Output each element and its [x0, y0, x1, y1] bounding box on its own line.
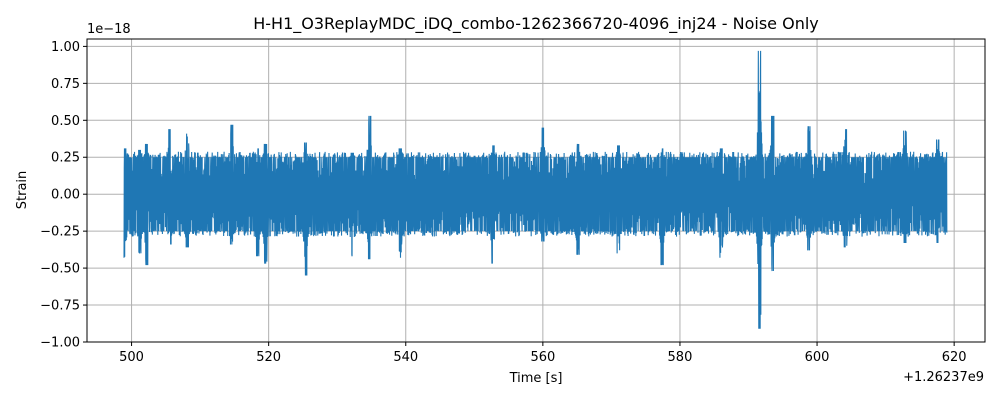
y-tick-label: −1.00: [40, 336, 80, 351]
y-tick-label: −0.75: [40, 299, 80, 314]
data-layer: [123, 50, 948, 329]
y-tick-label: −0.50: [40, 262, 80, 277]
y-tick-label: 0.50: [51, 114, 80, 129]
x-tick-label: 540: [393, 350, 418, 365]
strain-series-line: [123, 50, 948, 329]
y-tick-label: −0.25: [40, 225, 80, 240]
y-tick-label: 0.25: [51, 151, 80, 166]
x-tick-label: 600: [805, 350, 830, 365]
y-axis-ticks: −1.00 −0.75 −0.50 −0.25 0.00 0.25 0.50 0.75 1.00: [40, 40, 87, 351]
x-tick-label: 560: [530, 350, 555, 365]
y-tick-label: 0.00: [51, 188, 80, 203]
chart-title: H-H1_O3ReplayMDC_iDQ_combo-1262366720-40…: [253, 14, 819, 34]
x-tick-label: 620: [942, 350, 967, 365]
x-tick-label: 580: [668, 350, 693, 365]
x-axis-ticks: 500 520 540 560 580 600 620: [119, 342, 967, 365]
plot-frame: [86, 38, 986, 343]
y-axis-scale-label: 1e−18: [87, 22, 131, 37]
x-tick-label: 500: [119, 350, 144, 365]
y-axis-label: Strain: [15, 171, 30, 210]
x-axis-label: Time [s]: [509, 371, 563, 386]
x-axis-offset-label: +1.26237e9: [903, 370, 984, 385]
y-tick-label: 0.75: [51, 77, 80, 92]
y-tick-label: 1.00: [51, 40, 80, 55]
x-tick-label: 520: [256, 350, 281, 365]
